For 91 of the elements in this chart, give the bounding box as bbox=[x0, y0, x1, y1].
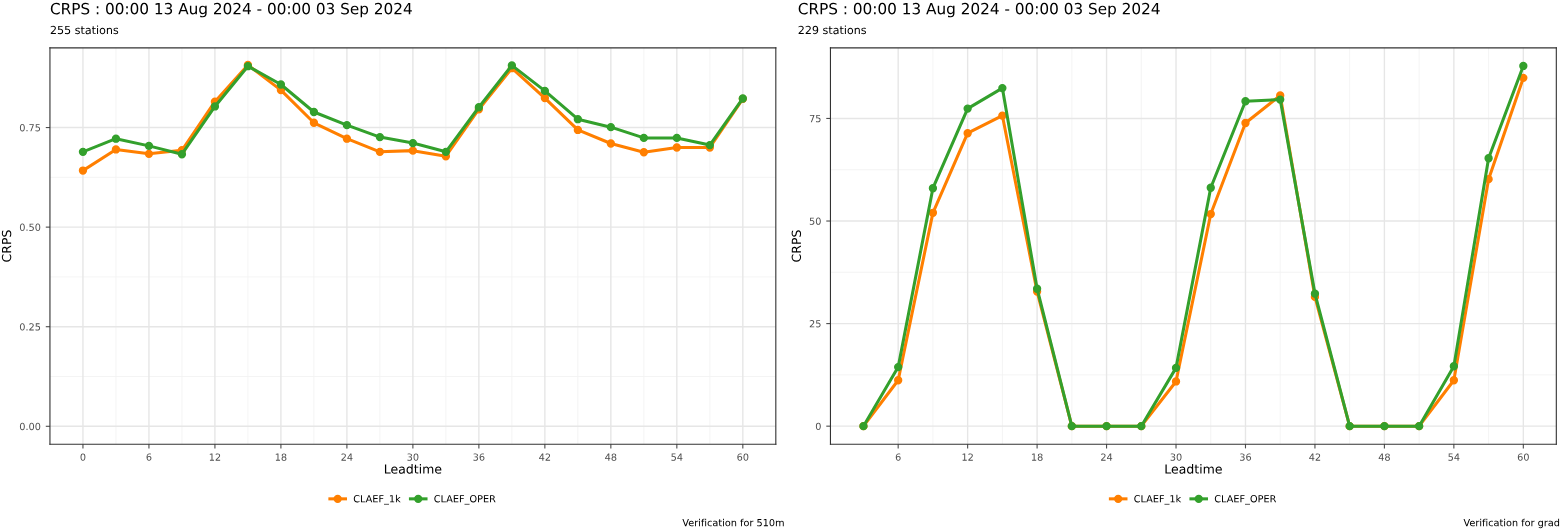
point bbox=[309, 118, 319, 127]
point bbox=[963, 104, 972, 113]
x-tick-label: 48 bbox=[1378, 453, 1390, 461]
point bbox=[1519, 61, 1528, 71]
legend-label: CLAEF_1k bbox=[353, 494, 401, 505]
x-tick-label: 42 bbox=[1309, 453, 1321, 461]
point bbox=[276, 80, 286, 89]
point bbox=[144, 149, 154, 159]
x-tick-label: 60 bbox=[737, 453, 749, 461]
y-tick-label: 50 bbox=[809, 217, 821, 225]
point bbox=[1276, 95, 1285, 104]
point bbox=[998, 111, 1007, 120]
point bbox=[573, 125, 583, 135]
point bbox=[639, 148, 649, 157]
y-tick-label: 75 bbox=[809, 115, 821, 123]
point bbox=[639, 133, 649, 143]
point bbox=[78, 166, 88, 175]
text: Verification for 510m bbox=[682, 518, 784, 527]
point bbox=[1310, 289, 1320, 298]
x-tick-label: 36 bbox=[473, 453, 485, 461]
y-tick-label: 25 bbox=[809, 320, 821, 328]
point bbox=[375, 147, 385, 157]
point bbox=[1484, 154, 1493, 163]
point bbox=[408, 138, 418, 148]
point bbox=[1171, 377, 1181, 386]
chart-title: CRPS : 00:00 13 Aug 2024 - 00:00 03 Sep 2024 bbox=[798, 2, 1160, 18]
point bbox=[1449, 376, 1459, 385]
point bbox=[573, 115, 583, 124]
y-tick-label: 0.75 bbox=[19, 124, 41, 132]
point bbox=[1206, 209, 1215, 219]
point bbox=[963, 129, 972, 138]
point bbox=[111, 134, 121, 143]
x-axis-title: Leadtime bbox=[384, 464, 442, 474]
x-tick-label: 54 bbox=[1448, 453, 1460, 461]
x-tick-label: 42 bbox=[539, 453, 551, 461]
point bbox=[672, 143, 682, 152]
point bbox=[441, 147, 451, 157]
point bbox=[210, 102, 220, 111]
point bbox=[606, 122, 616, 132]
point bbox=[1241, 97, 1250, 106]
point bbox=[1449, 362, 1459, 371]
point bbox=[342, 120, 352, 130]
legend-label: CLAEF_OPER bbox=[434, 495, 496, 505]
point bbox=[672, 133, 682, 143]
legend-label: CLAEF_1k bbox=[1134, 494, 1182, 505]
point bbox=[375, 132, 385, 142]
legend-label: CLAEF_OPER bbox=[1214, 495, 1277, 505]
point bbox=[540, 93, 550, 103]
point bbox=[928, 184, 938, 193]
point bbox=[1241, 118, 1250, 128]
point bbox=[540, 86, 550, 96]
y-tick-label: 0.50 bbox=[19, 223, 41, 231]
x-tick-label: 48 bbox=[605, 453, 617, 461]
point bbox=[177, 150, 187, 159]
y-axis-title: CRPS bbox=[791, 230, 802, 262]
x-tick-label: 12 bbox=[962, 453, 973, 461]
point bbox=[408, 146, 418, 155]
point bbox=[606, 139, 616, 148]
x-tick-label: 24 bbox=[341, 453, 353, 461]
x-tick-label: 6 bbox=[146, 453, 152, 461]
x-tick-label: 0 bbox=[80, 453, 86, 461]
y-tick-label: 0 bbox=[815, 422, 821, 430]
point bbox=[111, 145, 121, 154]
point bbox=[928, 208, 938, 217]
point bbox=[998, 83, 1007, 93]
x-axis-title: Leadtime bbox=[1165, 464, 1222, 474]
point bbox=[342, 134, 352, 143]
point bbox=[309, 107, 319, 117]
x-tick-label: 36 bbox=[1240, 453, 1252, 461]
point bbox=[1206, 183, 1215, 192]
y-axis-title: CRPS bbox=[1, 230, 12, 262]
x-tick-label: 24 bbox=[1101, 453, 1113, 461]
chart-subtitle: 229 stations bbox=[798, 25, 867, 35]
y-tick-label: 0.25 bbox=[19, 323, 41, 331]
x-tick-label: 30 bbox=[1170, 453, 1182, 461]
x-tick-label: 54 bbox=[671, 453, 683, 461]
point bbox=[78, 147, 88, 157]
point bbox=[894, 362, 903, 372]
x-tick-label: 60 bbox=[1517, 453, 1529, 461]
point bbox=[144, 141, 154, 151]
point bbox=[1171, 363, 1181, 373]
x-tick-label: 6 bbox=[895, 453, 901, 461]
y-tick-label: 0.00 bbox=[19, 422, 41, 431]
text: Verification for grad bbox=[1463, 518, 1560, 529]
x-tick-label: 30 bbox=[407, 453, 419, 461]
x-tick-label: 18 bbox=[275, 453, 287, 461]
point bbox=[894, 376, 903, 385]
x-tick-label: 12 bbox=[209, 453, 221, 461]
x-tick-label: 18 bbox=[1031, 453, 1043, 461]
chart-subtitle: 255 stations bbox=[50, 25, 119, 35]
chart-title: CRPS : 00:00 13 Aug 2024 - 00:00 03 Sep 2024 bbox=[50, 2, 412, 18]
